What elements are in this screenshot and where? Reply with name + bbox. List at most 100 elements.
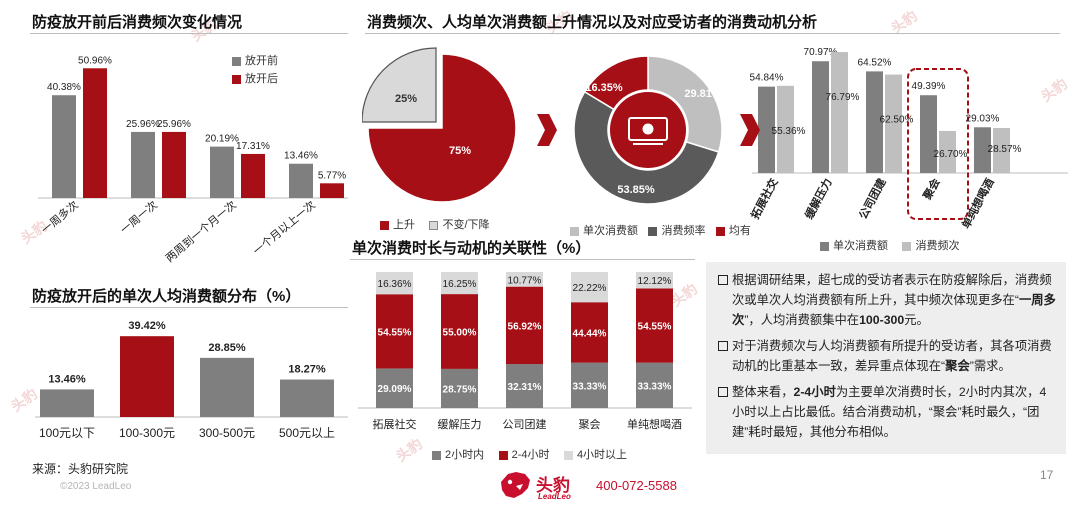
highlight-frame bbox=[907, 68, 969, 220]
legend-item: 2小时内 bbox=[432, 449, 484, 461]
data-label: 53.85% bbox=[617, 184, 655, 196]
donut-slice bbox=[647, 55, 723, 153]
insight-note: 对于消费频次与人均消费额有所提升的受访者，其各项消费动机的比重基本一致，差异重点… bbox=[718, 336, 1056, 376]
data-label: 54.55% bbox=[638, 322, 672, 333]
pie-slice bbox=[367, 53, 517, 203]
data-label: 20.19% bbox=[205, 134, 239, 145]
bar-segment bbox=[571, 362, 608, 408]
data-label: 26.70% bbox=[934, 149, 968, 160]
donut-legend: 单次消费额 消费频率 均有 bbox=[570, 221, 761, 239]
data-label: 18.27% bbox=[288, 364, 326, 376]
category-tick-label: 单纯想喝酒 bbox=[958, 176, 996, 231]
bar bbox=[241, 153, 265, 198]
data-label: 54.84% bbox=[750, 73, 784, 84]
bar bbox=[758, 86, 775, 173]
insight-notes-panel: 根据调研结果，超七成的受访者表示在防疫解除后，消费频次或单次人均消费额有所上升，… bbox=[706, 262, 1066, 454]
data-label: 29.03% bbox=[966, 113, 1000, 124]
bar-segment bbox=[636, 362, 673, 408]
data-label: 55.36% bbox=[772, 126, 806, 137]
category-tick-label: 缓解压力 bbox=[438, 417, 482, 431]
data-label: 32.31% bbox=[508, 382, 542, 393]
bar bbox=[280, 379, 334, 417]
motive-bar-chart: 54.84% 55.36% 拓展社交 70.97% 76.79% 缓解压力 64.52% 62… bbox=[750, 47, 1068, 231]
motive-legend: 单次消费额 消费频次 bbox=[820, 236, 969, 254]
category-tick-label: 一个月以上一次 bbox=[250, 198, 318, 258]
bar-segment bbox=[636, 272, 673, 289]
note-emphasis: 2-4小时 bbox=[793, 385, 836, 399]
duration-chart-title: 单次消费时长与动机的关联性（%） bbox=[352, 240, 591, 257]
bar-segment bbox=[441, 294, 478, 369]
bar-segment bbox=[441, 272, 478, 295]
chevron-right-icon bbox=[537, 114, 557, 146]
insight-note: 整体来看，2-4小时为主要单次消费时长，2小时内其次，4小时以上占比最低。结合消… bbox=[718, 382, 1056, 442]
bar-segment bbox=[441, 368, 478, 408]
data-label: 33.33% bbox=[573, 381, 607, 392]
category-tick-label: 单纯想喝酒 bbox=[627, 417, 682, 431]
title-rule bbox=[365, 33, 1060, 34]
title-rule bbox=[30, 307, 348, 308]
brand-subtitle: LeadLeo bbox=[538, 492, 571, 501]
bar-segment bbox=[376, 368, 413, 408]
legend-item: 消费频次 bbox=[902, 240, 959, 252]
title-rule bbox=[30, 33, 348, 34]
amount-bar-chart: 13.46% 100元以下 39.42% 100-300元 28.85% 300-500元… bbox=[35, 320, 348, 440]
checkbox-bullet-icon bbox=[718, 341, 728, 351]
bar bbox=[831, 52, 848, 173]
source-note: 来源：头豹研究院 bbox=[32, 462, 129, 476]
note-text: 对于消费频次与人均消费额有所提升的受访者，其各项消费动机的比重基本一致，差异重点… bbox=[732, 339, 1052, 373]
data-label: 64.52% bbox=[858, 57, 892, 68]
checkbox-bullet-icon bbox=[718, 275, 728, 285]
freq-bar-chart: 40.38% 50.96% 一周多次 25.96%25.96% 一周一次 20.19%17… bbox=[38, 55, 348, 265]
data-label: 75% bbox=[449, 145, 471, 157]
data-label: 16.25% bbox=[443, 279, 477, 290]
bar-segment bbox=[571, 302, 608, 363]
analysis-section-title: 消费频次、人均单次消费额上升情况以及对应受访者的消费动机分析 bbox=[367, 14, 818, 31]
pie-slice bbox=[362, 47, 437, 123]
data-label: 62.50% bbox=[880, 115, 914, 126]
note-emphasis: 100-300 bbox=[859, 313, 905, 327]
category-tick-label: 100元以下 bbox=[39, 426, 95, 440]
bar bbox=[162, 131, 186, 198]
note-text: 元。 bbox=[904, 313, 929, 327]
phone-number: 400-072-5588 bbox=[596, 478, 677, 493]
data-label: 5.77% bbox=[318, 170, 346, 181]
data-label: 29.81% bbox=[684, 88, 722, 100]
bar bbox=[40, 389, 94, 417]
data-label: 13.46% bbox=[284, 151, 318, 162]
data-label: 16.35% bbox=[585, 82, 623, 94]
legend-item: 2-4小时 bbox=[498, 449, 549, 461]
freq-legend: 放开前 放开后 bbox=[232, 52, 288, 88]
note-text: ”，人均消费额集中在 bbox=[744, 313, 860, 327]
bar-segment bbox=[506, 286, 543, 365]
data-label: 40.38% bbox=[47, 82, 81, 93]
bar-segment bbox=[376, 294, 413, 369]
note-text: 根据调研结果，超七成的受访者表示在防疫解除后，消费频次或单次人均消费额有所上升，… bbox=[732, 273, 1052, 307]
bar-segment bbox=[571, 272, 608, 303]
data-label: 54.55% bbox=[378, 327, 412, 338]
data-label: 25% bbox=[395, 93, 417, 105]
motive-donut-chart: 29.81% 53.85% 16.35% bbox=[573, 55, 723, 205]
data-label: 76.79% bbox=[826, 92, 860, 103]
data-label: 25.96% bbox=[126, 119, 160, 130]
data-label: 49.39% bbox=[912, 81, 946, 92]
category-tick-label: 聚会 bbox=[579, 418, 601, 431]
rise-pie-chart: 75% 25% bbox=[362, 47, 517, 203]
category-tick-label: 一周一次 bbox=[117, 198, 160, 237]
note-emphasis: 聚会 bbox=[945, 359, 970, 373]
data-label: 50.96% bbox=[78, 55, 112, 66]
category-tick-label: 一周多次 bbox=[38, 198, 81, 237]
bar bbox=[885, 74, 902, 173]
bar-segment bbox=[506, 364, 543, 408]
data-label: 25.96% bbox=[157, 119, 191, 130]
category-tick-label: 500元以上 bbox=[279, 426, 335, 440]
data-label: 39.42% bbox=[128, 320, 166, 332]
legend-item: 单次消费额 bbox=[820, 240, 888, 252]
bar bbox=[812, 61, 829, 173]
data-label: 56.92% bbox=[508, 321, 542, 332]
data-label: 22.22% bbox=[573, 283, 607, 294]
freq-chart-title: 防疫放开前后消费频次变化情况 bbox=[32, 14, 243, 31]
data-label: 10.77% bbox=[508, 275, 542, 286]
data-label: 33.33% bbox=[638, 381, 672, 392]
category-tick-label: 100-300元 bbox=[119, 426, 175, 440]
money-bill-icon bbox=[642, 123, 654, 135]
